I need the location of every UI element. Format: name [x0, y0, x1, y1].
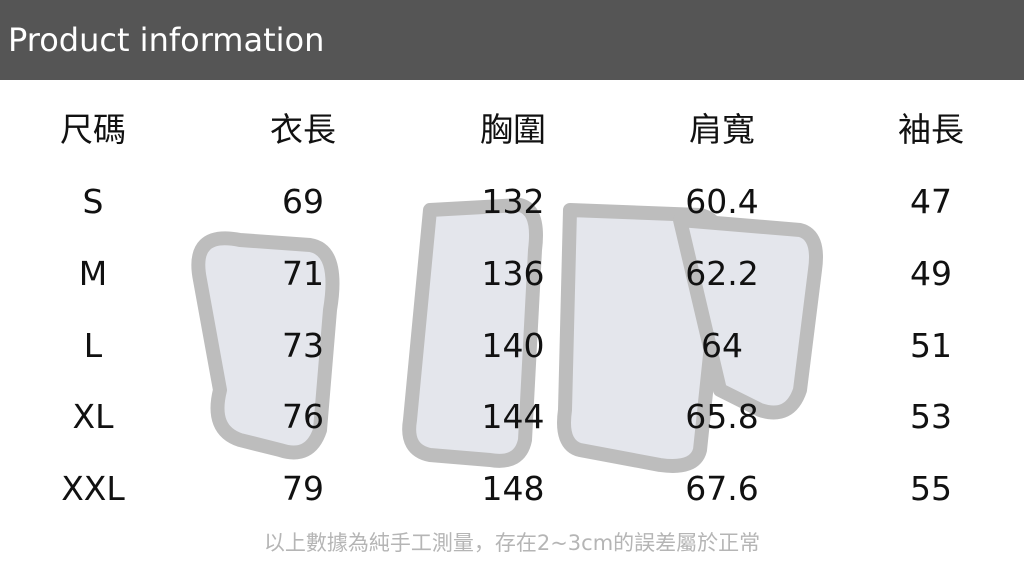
table-cell: S: [82, 182, 104, 221]
column-header: 衣長: [270, 110, 336, 149]
header-bar: Product information: [0, 0, 1024, 80]
page-title: Product information: [8, 21, 325, 59]
table-cell: 51: [910, 325, 952, 365]
brand-watermark-graphic: [191, 198, 823, 473]
column-header: 袖長: [898, 110, 964, 149]
table-cell: 132: [481, 182, 545, 221]
table-cell: 67.6: [685, 469, 759, 509]
table-cell: 49: [910, 253, 952, 293]
table-cell: M: [78, 253, 108, 293]
table-cell: 148: [481, 469, 545, 509]
column-header: 胸圍: [480, 110, 546, 149]
table-cell: 136: [481, 253, 545, 293]
table-cell: 62.2: [685, 253, 759, 293]
table-cell: 47: [910, 182, 952, 221]
column-header: 肩寬: [689, 110, 755, 149]
table-cell: 60.4: [685, 182, 759, 221]
table-cell: 71: [282, 253, 324, 293]
table-cell: 79: [282, 469, 324, 509]
table-cell: XXL: [61, 469, 125, 509]
table-cell: 76: [282, 397, 324, 437]
column-header: 尺碼: [60, 110, 126, 149]
table-cell: 144: [481, 397, 545, 437]
table-cell: L: [83, 325, 103, 365]
measurement-note: 以上數據為純手工測量，存在2~3cm的誤差屬於正常: [263, 531, 761, 555]
table-cell: 73: [282, 325, 324, 365]
table-cell: 55: [910, 469, 952, 509]
table-cell: 140: [481, 325, 545, 365]
table-cell: XL: [72, 397, 114, 437]
table-cell: 53: [910, 397, 952, 437]
table-cell: 69: [282, 182, 324, 221]
table-cell: 64: [701, 325, 743, 365]
table-cell: 65.8: [685, 397, 759, 437]
